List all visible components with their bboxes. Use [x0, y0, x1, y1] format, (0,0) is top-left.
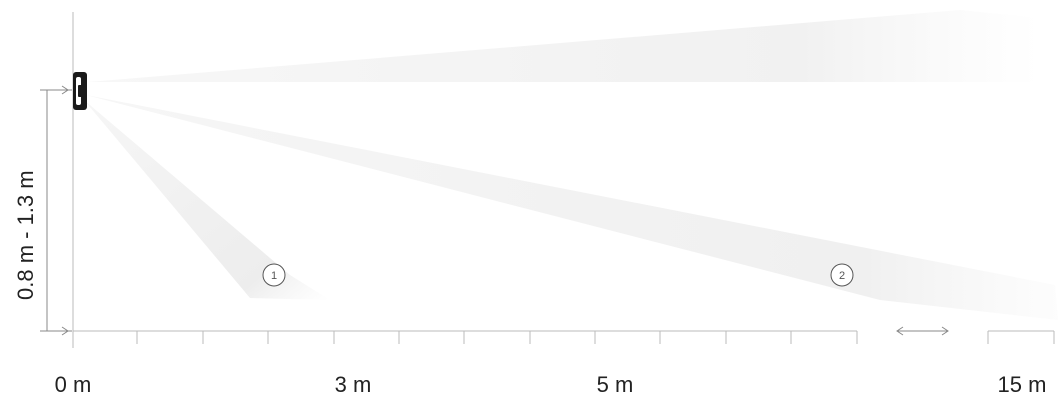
- double-arrow-icon: [896, 326, 949, 336]
- detection-beam-zone-2: [86, 95, 1058, 320]
- zone-marker-2: 2: [830, 263, 854, 287]
- distance-label-15m: 15 m: [998, 372, 1047, 397]
- distance-label-0m: 0 m: [55, 372, 92, 397]
- zone-number-1: 1: [271, 270, 277, 282]
- height-label: 0.8 m - 1.3 m: [13, 170, 38, 300]
- distance-label-3m: 3 m: [335, 372, 372, 397]
- motion-detector-icon: [73, 72, 87, 110]
- distance-label-5m: 5 m: [597, 372, 634, 397]
- height-arrow-right-top-icon: [61, 85, 69, 95]
- height-arrow-right-bottom-icon: [61, 326, 69, 336]
- zone-marker-1: 1: [262, 263, 286, 287]
- floor-axis: [73, 330, 1055, 344]
- detection-beam-zone-1: [84, 100, 330, 300]
- detection-beam-top: [88, 10, 1040, 82]
- zone-number-2: 2: [839, 270, 845, 282]
- height-dimension: 0.8 m - 1.3 m: [13, 85, 72, 336]
